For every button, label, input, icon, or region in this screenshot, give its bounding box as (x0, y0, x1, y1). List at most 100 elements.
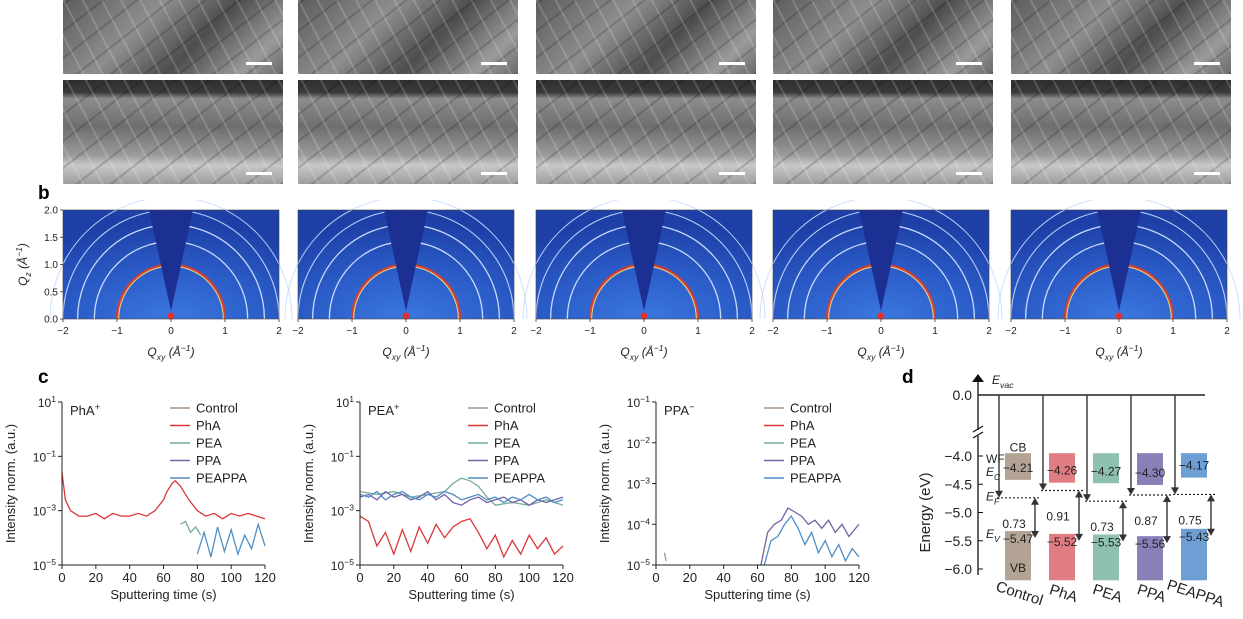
x-axis-label: Sputtering time (s) (704, 587, 810, 602)
x-tick-label: 20 (683, 570, 697, 585)
sem-cross-section-image (1011, 80, 1231, 184)
plot-title: PEA+ (368, 402, 399, 418)
series-line-ppa (359, 490, 564, 506)
vb-value-label: −5.52 (1047, 535, 1078, 549)
x-tick-label: 0 (403, 326, 409, 337)
cb-bar (1093, 453, 1119, 484)
x-tick-label: 60 (454, 570, 468, 585)
series-line-peappa (763, 514, 860, 566)
cb-value-label: −4.26 (1047, 464, 1078, 478)
x-tick-label: −1 (584, 326, 596, 337)
category-label: Control (994, 578, 1045, 609)
y-tick-label: −4.5 (944, 476, 972, 492)
y-tick-label: 10−5 (627, 557, 650, 573)
x-tick-label: −1 (111, 326, 123, 337)
x-tick-label: 2 (1224, 326, 1230, 337)
x-tick-label: 0 (356, 570, 363, 585)
legend-label: PhA (790, 418, 815, 433)
ef-ev-value-label: 0.73 (1090, 520, 1114, 534)
x-tick-label: 1 (1170, 326, 1176, 337)
series-line-peappa (196, 521, 266, 558)
x-tick-label: −1 (821, 326, 833, 337)
tof-sims-plot: 0 20 40 60 80 100 120 101 10−1 10−3 10−5 Sputtering… (3, 394, 276, 602)
category-label: PEA (1090, 581, 1124, 606)
y-tick-label: −4.0 (944, 448, 972, 464)
diffraction-ring (49, 200, 293, 320)
sem-top-view-image (298, 0, 518, 74)
diffraction-ring (997, 200, 1241, 320)
y-axis-label: Qz (Å−1) (14, 243, 33, 286)
x-tick-label: 2 (986, 326, 992, 337)
cb-text: CB (1010, 441, 1027, 455)
y-tick-label: 10−3 (331, 503, 354, 519)
x-tick-label: −2 (767, 326, 779, 337)
x-tick-label: 1 (222, 326, 228, 337)
x-axis-label: Qxy (Å−1) (382, 343, 429, 362)
panel-label-c: c (38, 367, 49, 388)
ev-label: EV (986, 527, 1001, 544)
evac-label: Evac (992, 373, 1014, 390)
x-tick-label: 1 (932, 326, 938, 337)
axis-break-mark (972, 431, 984, 439)
giwaxs-panel: −2 −1 0 1 2 Qxy (Å−1) (49, 200, 293, 362)
beam-center (402, 312, 410, 320)
sem-top-view-image (1011, 0, 1231, 74)
plot-title: PPA− (664, 402, 695, 418)
legend-label: PPA (790, 453, 815, 468)
giwaxs-panel: −2 −1 0 1 2 Qxy (Å−1) (522, 200, 766, 362)
y-tick-label: 10−1 (33, 448, 56, 464)
category-label: PPA (1135, 581, 1168, 606)
sem-cross-section-image (298, 80, 518, 184)
arrow-head (1119, 534, 1127, 542)
sem-cross-section-image (773, 80, 993, 184)
sem-top-view-image (63, 0, 283, 74)
y-tick-label: 101 (336, 394, 354, 410)
giwaxs-panel: −2 −1 0 1 2 Qxy (Å−1) (284, 200, 528, 362)
scale-bar (481, 172, 507, 175)
legend-label: PEAPPA (196, 471, 247, 486)
legend-label: PEA (494, 436, 520, 451)
y-tick-label: 10−5 (33, 557, 56, 573)
ef-ev-value-label: 0.73 (1002, 517, 1026, 531)
beam-center (877, 312, 885, 320)
y-axis-label: Intensity norm. (a.u.) (597, 424, 612, 543)
x-tick-label: 40 (420, 570, 434, 585)
x-tick-label: 40 (122, 570, 136, 585)
missing-wedge (859, 210, 903, 311)
cb-bar (1137, 453, 1163, 485)
legend-label: Control (790, 401, 832, 416)
vb-bar (1049, 533, 1075, 581)
vb-bar (1181, 528, 1207, 581)
y-tick-label: 0.0 (44, 315, 58, 326)
x-tick-label: −2 (1005, 326, 1017, 337)
y-tick-label: 10−2 (627, 435, 650, 451)
vb-value-label: −5.43 (1179, 530, 1210, 544)
y-tick-label: 0.5 (44, 287, 58, 298)
y-tick-label: 10−5 (331, 557, 354, 573)
arrow-head (1163, 494, 1171, 502)
x-tick-label: 20 (89, 570, 103, 585)
x-tick-label: 2 (511, 326, 517, 337)
legend-label: PPA (196, 453, 221, 468)
y-axis-label: Intensity norm. (a.u.) (301, 424, 316, 543)
scale-bar (1194, 62, 1220, 65)
scale-bar (956, 172, 982, 175)
arrow-head (1127, 487, 1135, 495)
arrow-head (1083, 494, 1091, 502)
tof-sims-plot: 0 20 40 60 80 100 120 10−1 10−2 10−3 10−4 10−5 Sputt… (597, 394, 870, 602)
sem-cross-section-image (536, 80, 756, 184)
energy-level-diagram: 0.0 −4.0 −4.5 −5.0 −5.5 −6.0 Energy (eV) Evac −4… (917, 373, 1226, 611)
vb-text: VB (1010, 561, 1026, 575)
arrow-head (1207, 494, 1215, 502)
arrow-head (1163, 536, 1171, 544)
x-tick-label: 2 (276, 326, 282, 337)
arrow-head (1119, 501, 1127, 509)
ef-ev-value-label: 0.75 (1178, 513, 1202, 527)
plot-title: PhA+ (70, 402, 100, 418)
cb-value-label: −4.21 (1003, 461, 1034, 475)
cb-bar (1181, 453, 1207, 478)
x-tick-label: 0 (1116, 326, 1122, 337)
x-tick-label: 100 (220, 570, 242, 585)
series-line-peappa (359, 490, 564, 504)
x-tick-label: 1 (457, 326, 463, 337)
